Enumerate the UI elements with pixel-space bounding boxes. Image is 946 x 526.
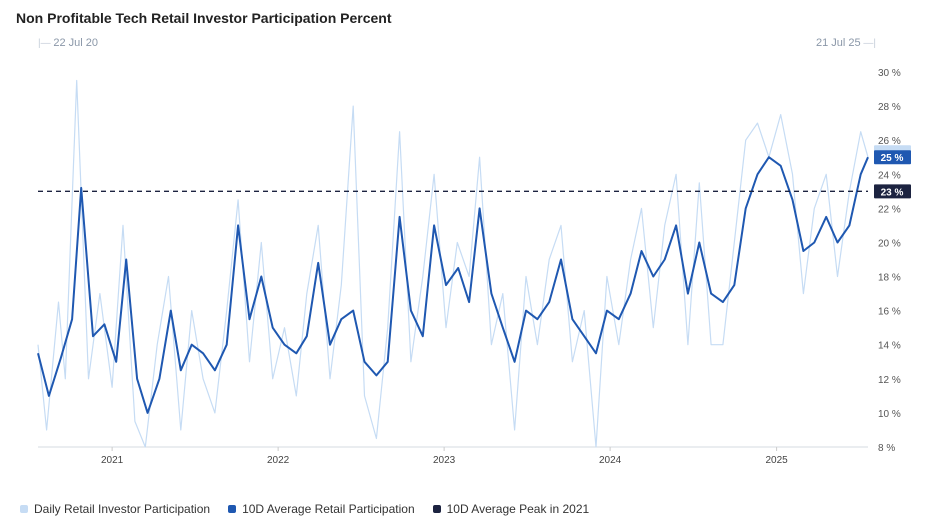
legend: Daily Retail Investor Participation 10D … <box>20 502 589 516</box>
range-end-label[interactable]: 21 Jul 25 <box>816 37 876 49</box>
x-tick-label: 2023 <box>433 455 456 466</box>
legend-item-peak-2021[interactable]: 10D Average Peak in 2021 <box>432 502 590 516</box>
x-tick-label: 2022 <box>267 455 290 466</box>
y-tick-label: 28 % <box>878 102 901 113</box>
legend-item-10d-average[interactable]: 10D Average Retail Participation <box>228 502 415 516</box>
legend-swatch-10d-average <box>228 505 237 513</box>
badge-10d-average-label: 25 % <box>881 153 904 164</box>
y-tick-label: 24 % <box>878 170 901 181</box>
y-tick-label: 8 % <box>878 443 895 454</box>
legend-item-daily[interactable]: Daily Retail Investor Participation <box>20 502 210 516</box>
x-tick-label: 2021 <box>101 455 124 466</box>
legend-swatch-peak-2021 <box>432 505 441 513</box>
series-daily-line <box>37 79 869 448</box>
legend-label-10d-average: 10D Average Retail Participation <box>242 502 415 516</box>
series-10d-average-line <box>37 156 869 414</box>
range-start-label[interactable]: 22 Jul 20 <box>38 37 98 49</box>
legend-swatch-daily <box>20 505 28 513</box>
legend-label-peak-2021: 10D Average Peak in 2021 <box>446 502 590 516</box>
badge-peak-2021-label: 23 % <box>881 187 904 198</box>
chart-title: Non Profitable Tech Retail Investor Part… <box>16 10 392 26</box>
legend-label-daily: Daily Retail Investor Participation <box>34 502 211 516</box>
x-tick-label: 2025 <box>765 455 788 466</box>
y-tick-label: 16 % <box>878 307 901 318</box>
y-tick-label: 10 % <box>878 409 901 420</box>
badge-peak-2021 <box>874 184 911 199</box>
y-tick-label: 20 % <box>878 238 901 249</box>
y-tick-label: 18 % <box>878 273 901 284</box>
y-tick-label: 14 % <box>878 341 901 352</box>
y-tick-label: 12 % <box>878 375 901 386</box>
badge-10d-average <box>874 150 911 165</box>
x-tick-label: 2024 <box>599 455 622 466</box>
y-tick-label: 30 % <box>878 68 901 79</box>
y-tick-label: 26 % <box>878 136 901 147</box>
y-tick-label: 22 % <box>878 204 901 215</box>
